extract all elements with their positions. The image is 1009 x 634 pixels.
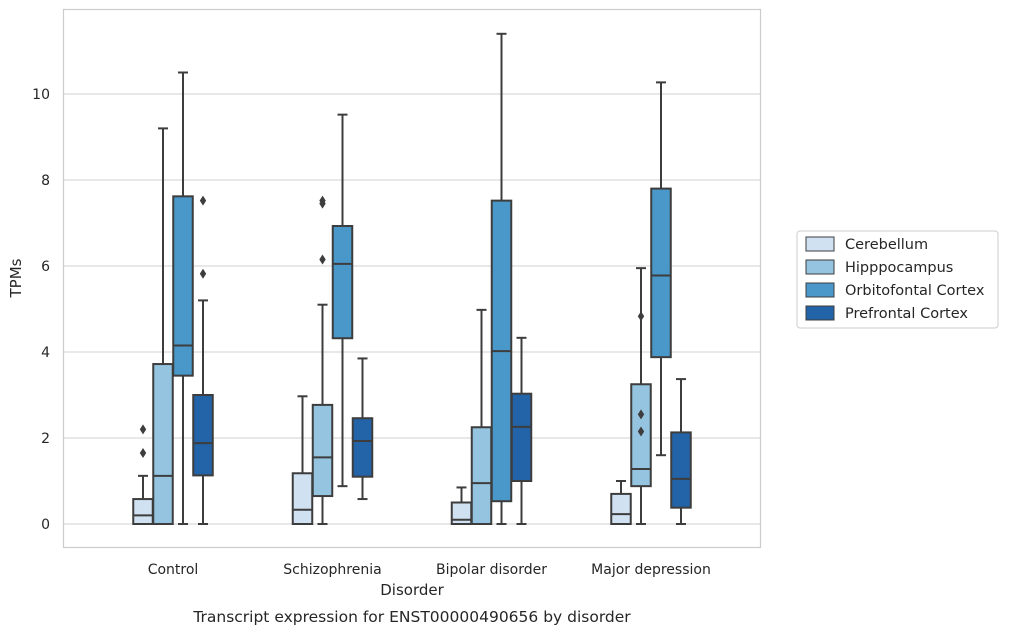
y-tick-label-2: 2: [41, 431, 50, 447]
box-3-0: [192, 195, 214, 525]
box-body: [670, 431, 692, 509]
box-0-0: [132, 424, 154, 525]
box-3-1: [351, 357, 374, 501]
box-0-2: [450, 486, 473, 525]
legend-items: Cerebellum Hipppocampus Orbitofontal Corte…: [805, 236, 985, 322]
box-0-3: [610, 480, 632, 525]
legend-label-1: Hipppocampus: [845, 260, 953, 276]
legend-swatch-2: [805, 282, 835, 298]
legend-swatch-1: [805, 259, 835, 275]
y-tick-label-4: 4: [41, 345, 50, 361]
outlier-point: [139, 448, 147, 459]
outlier-point: [319, 195, 326, 206]
series-1-boxes: [152, 127, 652, 526]
box-body: [132, 498, 154, 525]
x-tick-label-1: Schizophrenia: [283, 562, 381, 578]
x-tick-label-2: Bipolar disorder: [436, 562, 547, 578]
box-1-1: [311, 195, 334, 525]
box-body: [450, 501, 473, 525]
outlier-point: [319, 254, 326, 265]
legend-label-0: Cerebellum: [845, 237, 928, 253]
legend-frame: [796, 230, 999, 329]
legend-swatch-3: [805, 305, 835, 321]
box-body: [331, 225, 354, 340]
box-body: [510, 392, 533, 482]
box-2-1: [331, 113, 354, 488]
box-3-3: [670, 378, 692, 525]
outlier-point: [637, 311, 645, 322]
y-tick-label-0: 0: [41, 517, 50, 533]
box-body: [650, 187, 672, 359]
plot-area: [132, 32, 692, 526]
outlier-point: [637, 426, 645, 437]
legend-label-3: Prefrontal Cortex: [845, 306, 968, 322]
y-tick-label-8: 8: [41, 173, 50, 189]
legend-swatch-0: [805, 236, 835, 252]
box-2-0: [172, 71, 194, 525]
x-tick-label-0: Control: [148, 562, 199, 578]
x-axis-ticks: Control Schizophrenia Bipolar disorder Majo…: [148, 562, 711, 578]
box-body: [192, 394, 214, 477]
box-0-1: [291, 395, 314, 526]
box-body: [311, 403, 334, 498]
box-body: [610, 492, 632, 525]
outlier-point: [199, 195, 207, 206]
series-3-boxes: [192, 195, 692, 525]
box-2-3: [650, 81, 672, 457]
box-3-2: [510, 336, 533, 525]
box-body: [470, 426, 493, 525]
legend: Cerebellum Hipppocampus Orbitofontal Corte…: [796, 230, 999, 329]
box-1-0: [152, 127, 174, 526]
y-tick-label-10: 10: [32, 87, 50, 103]
y-tick-label-6: 6: [41, 259, 50, 275]
legend-label-2: Orbitofontal Cortex: [845, 283, 985, 299]
chart-caption: Transcript expression for ENST0000049065…: [192, 608, 631, 626]
box-1-3: [630, 267, 652, 525]
box-body: [152, 363, 174, 526]
outlier-point: [199, 268, 207, 279]
outlier-point: [139, 424, 147, 435]
x-tick-label-3: Major depression: [591, 562, 711, 578]
y-axis-title: TPMs: [7, 258, 25, 298]
box-body: [291, 472, 314, 526]
box-1-2: [470, 308, 493, 525]
box-2-2: [490, 32, 513, 525]
plot-frame: [62, 8, 762, 549]
y-axis-ticks: 0 2 4 6 8 10: [32, 87, 50, 533]
box-body: [351, 417, 374, 478]
x-axis-title: Disorder: [380, 581, 444, 599]
outlier-point: [637, 409, 645, 420]
series-2-boxes: [172, 32, 672, 525]
box-body: [172, 195, 194, 377]
